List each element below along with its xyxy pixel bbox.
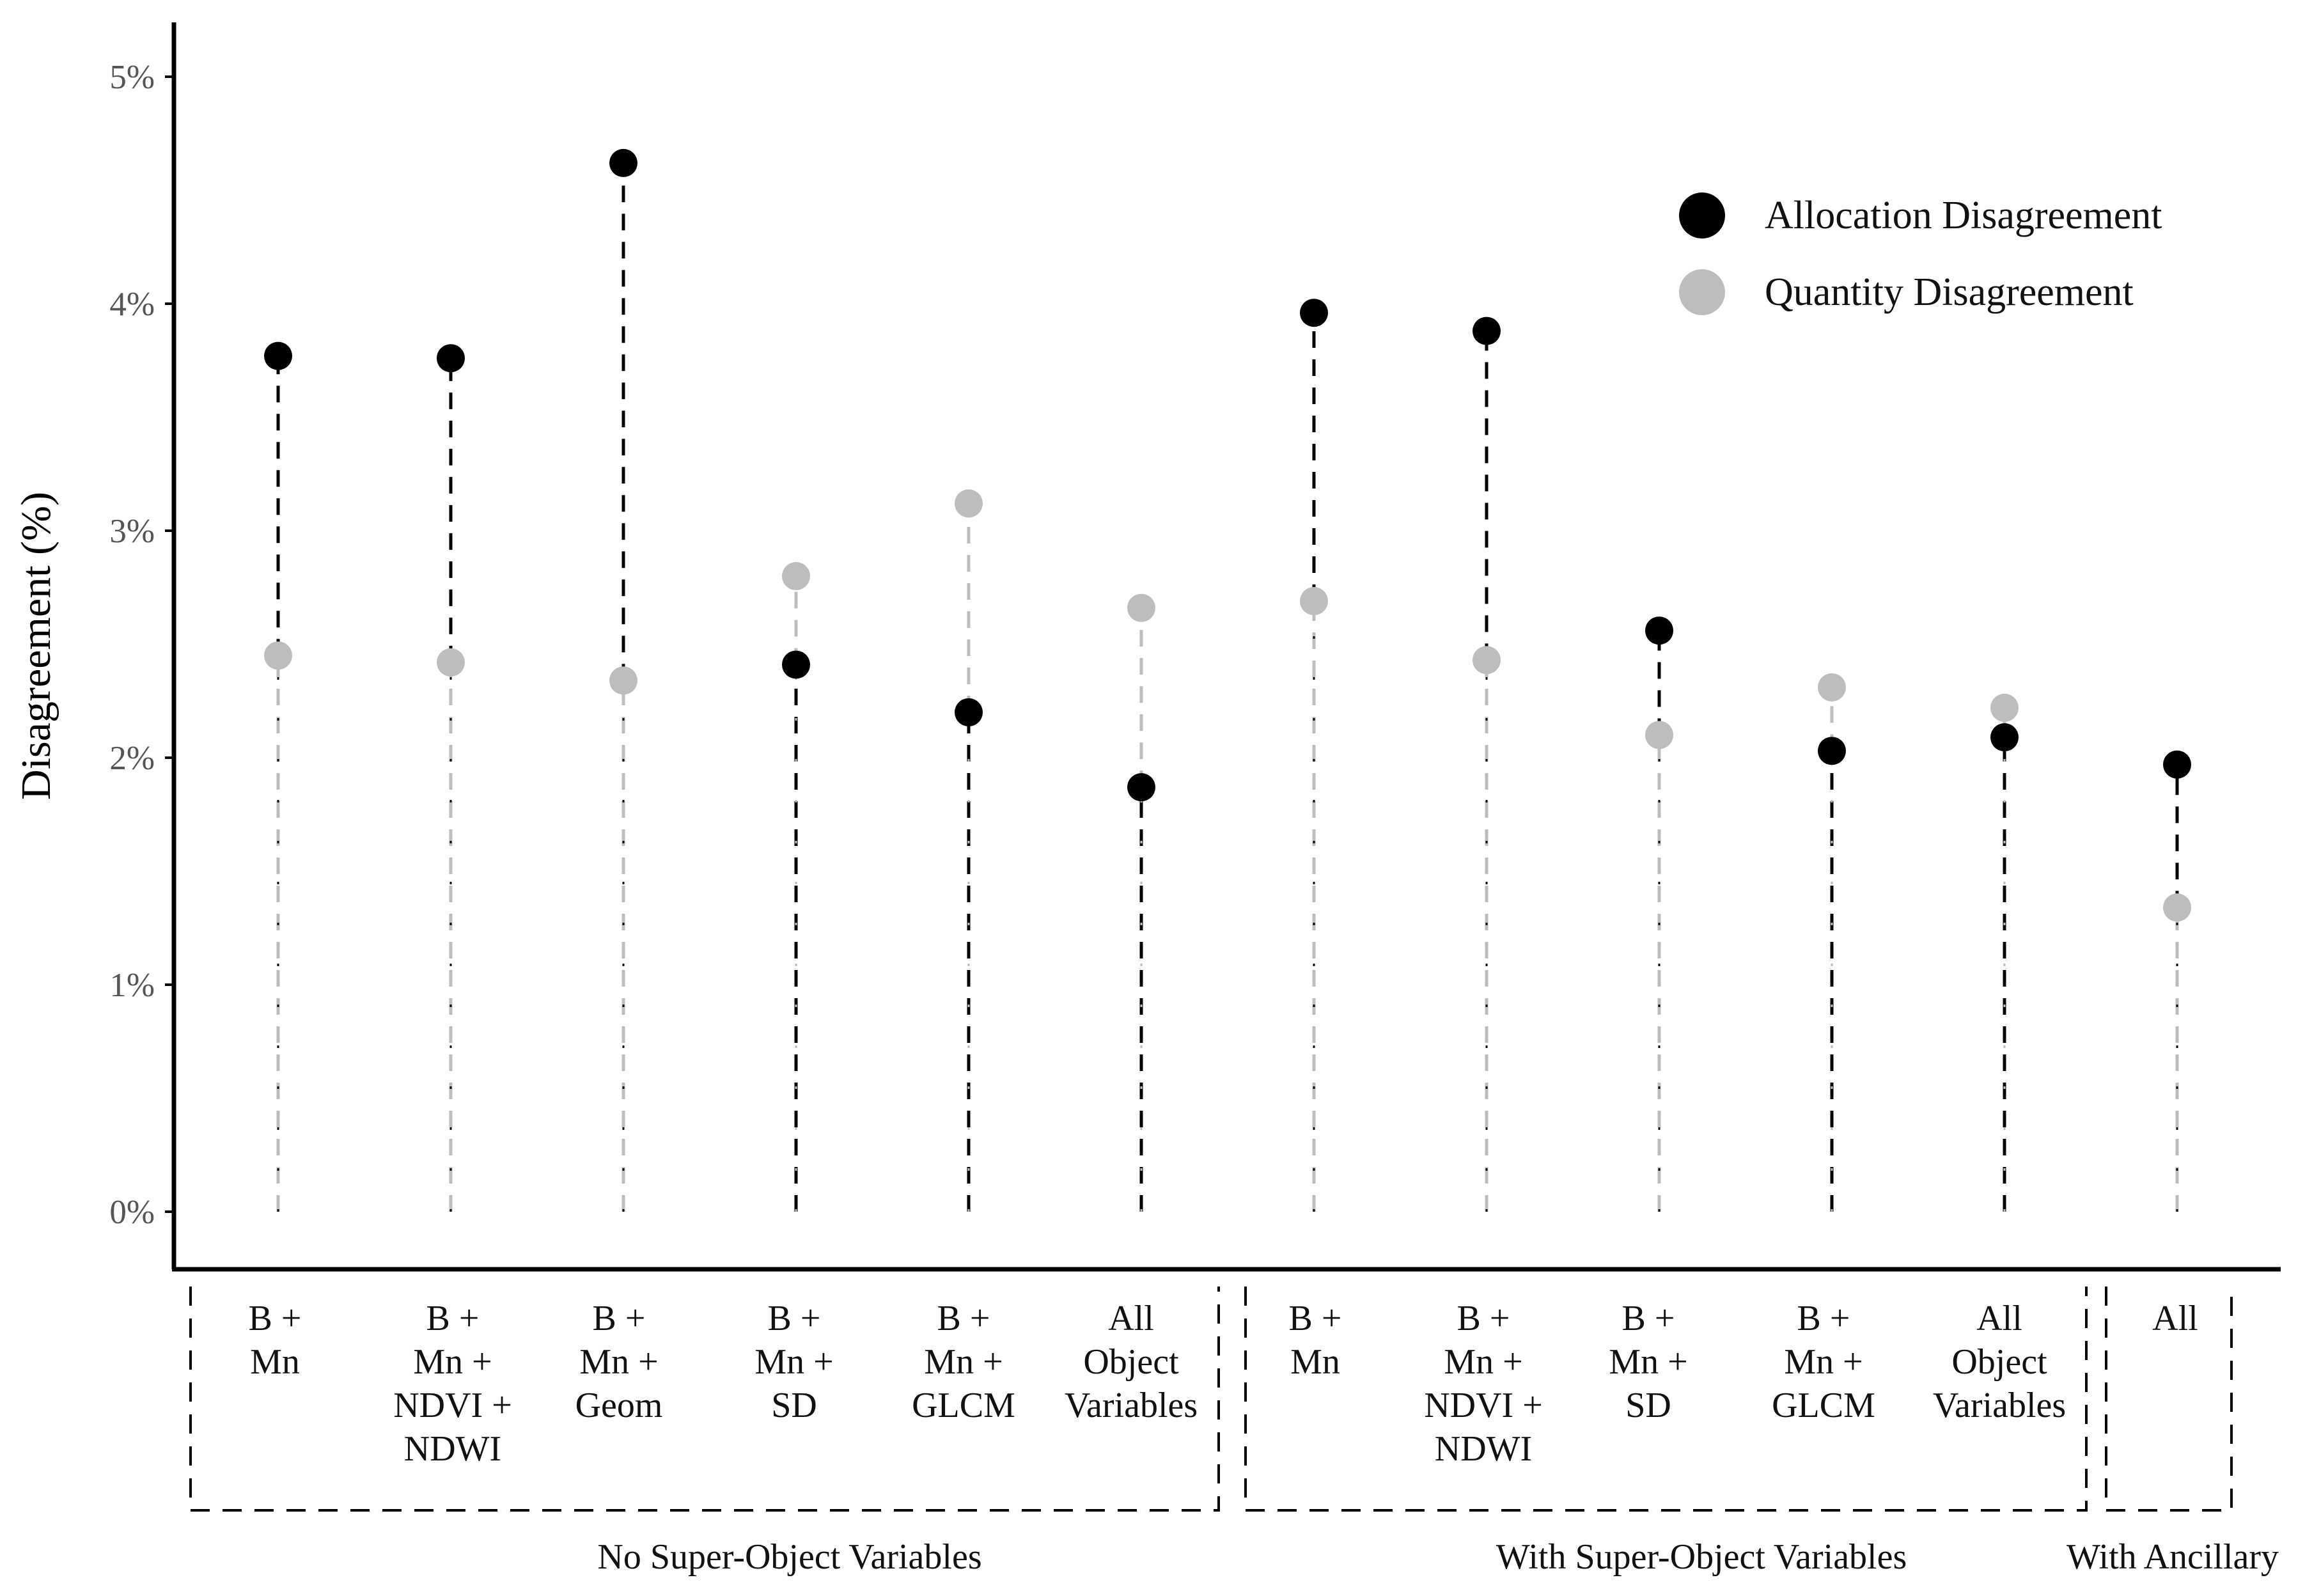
y-tick-label: 4% <box>109 286 155 323</box>
category-label: B + Mn + SD <box>1609 1299 1687 1425</box>
y-tick-label: 1% <box>109 967 155 1004</box>
point-allocation-disagreement <box>264 341 292 370</box>
category-label: All Object Variables <box>1933 1299 2066 1425</box>
category-labels: B + Mn B + Mn + NDVI + NDWI B + Mn + Geom B + Mn +… <box>249 1299 2198 1469</box>
point-quantity-disagreement <box>1645 721 1673 749</box>
point-allocation-disagreement <box>955 698 983 726</box>
point-allocation-disagreement <box>1127 773 1155 802</box>
point-quantity-disagreement <box>1990 693 2019 722</box>
point-allocation-disagreement <box>609 148 637 177</box>
point-allocation-disagreement <box>1645 616 1673 645</box>
y-axis-label: Disagreement (%) <box>13 492 59 800</box>
y-tick-label: 2% <box>109 740 155 777</box>
point-allocation-disagreement <box>437 344 465 373</box>
point-quantity-disagreement <box>1127 593 1155 622</box>
group-bracket <box>189 1287 1220 1512</box>
plot-area: 0% 1% 2% 3% 4% 5% <box>109 22 2281 1272</box>
legend-label-quantity: Quantity Disagreement <box>1765 270 2134 314</box>
point-quantity-disagreement <box>2163 893 2191 922</box>
category-label: B + Mn + GLCM <box>912 1299 1015 1425</box>
point-quantity-disagreement <box>437 648 465 677</box>
point-allocation-disagreement <box>1473 317 1501 345</box>
legend-swatch-allocation <box>1679 192 1725 239</box>
point-allocation-disagreement <box>1300 299 1328 327</box>
y-tick-label: 0% <box>109 1194 155 1231</box>
category-label: B + Mn + NDVI + NDWI <box>1424 1299 1543 1469</box>
point-quantity-disagreement <box>1300 587 1328 616</box>
category-label: B + Mn <box>1289 1299 1342 1382</box>
category-label: B + Mn + NDVI + NDWI <box>393 1299 512 1469</box>
y-axis-ticks: 0% 1% 2% 3% 4% 5% <box>109 59 174 1231</box>
category-label: B + Mn + GLCM <box>1772 1299 1875 1425</box>
category-label: B + Mn <box>249 1299 302 1382</box>
group-label: With Ancillary <box>2067 1537 2279 1577</box>
category-label: B + Mn + SD <box>754 1299 833 1425</box>
point-quantity-disagreement <box>609 666 637 695</box>
point-quantity-disagreement <box>264 641 292 670</box>
y-tick-label: 3% <box>109 513 155 550</box>
legend-label-allocation: Allocation Disagreement <box>1765 194 2162 237</box>
lollipop-stems <box>276 162 2179 1212</box>
point-allocation-disagreement <box>782 650 810 679</box>
point-quantity-disagreement <box>1473 646 1501 675</box>
group-bracket <box>1244 1287 2088 1512</box>
category-label: All <box>2152 1299 2198 1338</box>
point-quantity-disagreement <box>782 562 810 590</box>
point-quantity-disagreement <box>1818 673 1846 701</box>
category-label: All Object Variables <box>1065 1299 1198 1425</box>
legend: Allocation Disagreement Quantity Disagre… <box>1679 192 2162 315</box>
point-allocation-disagreement <box>1818 737 1846 765</box>
point-quantity-disagreement <box>955 489 983 518</box>
category-label: B + Mn + Geom <box>575 1299 663 1425</box>
data-points <box>264 148 2191 922</box>
group-bracket <box>2105 1287 2233 1512</box>
legend-swatch-quantity <box>1679 269 1725 315</box>
point-allocation-disagreement <box>1990 723 2019 752</box>
group-label: No Super-Object Variables <box>597 1537 981 1577</box>
group-label: With Super-Object Variables <box>1496 1537 1907 1577</box>
group-brackets: No Super-Object Variables With Super-Obje… <box>189 1287 2279 1577</box>
y-tick-label: 5% <box>109 59 155 96</box>
point-allocation-disagreement <box>2163 750 2191 779</box>
